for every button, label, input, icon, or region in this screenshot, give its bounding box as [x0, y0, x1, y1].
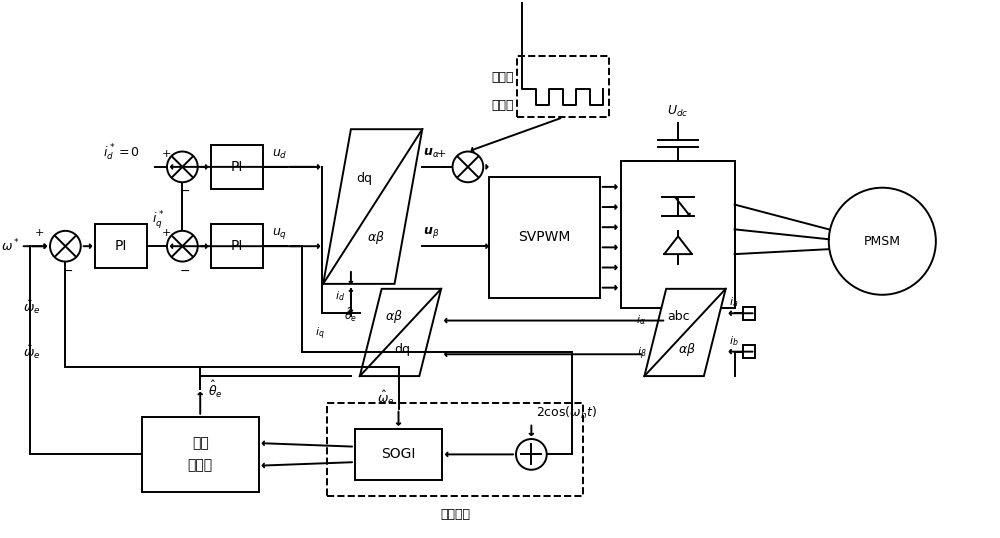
Text: $2\cos(\omega_h t)$: $2\cos(\omega_h t)$	[536, 405, 597, 421]
Bar	[743, 345, 755, 358]
Text: SVPWM: SVPWM	[518, 230, 570, 244]
Circle shape	[167, 231, 198, 261]
Bar	[355, 429, 442, 480]
Text: $\hat{\omega}_e$: $\hat{\omega}_e$	[377, 388, 395, 407]
Text: dq: dq	[356, 172, 372, 185]
Text: $\alpha\beta$: $\alpha\beta$	[385, 308, 403, 325]
Text: 信号解调: 信号解调	[440, 508, 470, 521]
Text: $u_d$: $u_d$	[272, 147, 287, 160]
Text: $i_b$: $i_b$	[729, 334, 739, 348]
Text: +: +	[162, 228, 171, 238]
Text: $-$: $-$	[62, 264, 73, 277]
Text: $+$: $+$	[436, 148, 446, 159]
Text: $\hat{\omega}_e$: $\hat{\omega}_e$	[23, 343, 40, 361]
Text: 高频注: 高频注	[491, 71, 514, 84]
Text: 入信号: 入信号	[491, 99, 514, 112]
Polygon shape	[360, 289, 441, 376]
Circle shape	[516, 439, 547, 470]
Bar	[327, 403, 583, 496]
Text: $\omega^*$: $\omega^*$	[1, 238, 20, 254]
Text: $\boldsymbol{u}_\beta$: $\boldsymbol{u}_\beta$	[423, 225, 440, 240]
Text: 观测器: 观测器	[188, 458, 213, 472]
Circle shape	[50, 231, 81, 261]
Polygon shape	[323, 129, 422, 284]
Text: PMSM: PMSM	[864, 235, 901, 247]
Text: PI: PI	[231, 239, 243, 253]
Bar	[489, 177, 600, 298]
Text: $\alpha\beta$: $\alpha\beta$	[367, 229, 384, 246]
Polygon shape	[664, 236, 692, 254]
Text: PI: PI	[115, 239, 127, 253]
Text: $i_\beta$: $i_\beta$	[637, 346, 646, 363]
Text: $\hat{\theta}_e$: $\hat{\theta}_e$	[208, 378, 223, 400]
Text: $u_q$: $u_q$	[272, 226, 287, 241]
Text: PI: PI	[231, 160, 243, 174]
Text: $-$: $-$	[179, 264, 190, 277]
Text: $i_d^*=0$: $i_d^*=0$	[103, 143, 140, 163]
Bar	[211, 224, 263, 268]
Bar	[142, 417, 259, 492]
Text: dq: dq	[395, 343, 411, 356]
Text: $i_q^*$: $i_q^*$	[152, 209, 165, 231]
Bar	[95, 224, 147, 268]
Text: abc: abc	[667, 310, 690, 323]
Bar	[743, 307, 755, 320]
Bar	[211, 145, 263, 189]
Text: $U_{dc}$: $U_{dc}$	[667, 104, 689, 119]
Text: $i_a$: $i_a$	[729, 295, 739, 309]
Text: $\hat{\omega}_e$: $\hat{\omega}_e$	[23, 298, 40, 316]
Bar	[621, 161, 735, 308]
Text: $i_\alpha$: $i_\alpha$	[636, 314, 646, 328]
Text: $\alpha\beta$: $\alpha\beta$	[678, 342, 696, 358]
Text: $-$: $-$	[179, 184, 190, 197]
Text: $i_q$: $i_q$	[315, 325, 325, 342]
Circle shape	[453, 152, 483, 182]
Text: $i_d$: $i_d$	[335, 289, 345, 303]
Text: $\hat{\theta}_e$: $\hat{\theta}_e$	[344, 306, 358, 324]
Text: $\boldsymbol{u}_\alpha$: $\boldsymbol{u}_\alpha$	[423, 146, 440, 160]
Circle shape	[829, 188, 936, 295]
Bar	[517, 56, 609, 117]
Polygon shape	[644, 289, 726, 376]
Text: +: +	[35, 228, 44, 238]
Text: +: +	[162, 149, 171, 159]
Circle shape	[167, 152, 198, 182]
Text: 位置: 位置	[192, 436, 209, 450]
Text: SOGI: SOGI	[381, 448, 416, 462]
